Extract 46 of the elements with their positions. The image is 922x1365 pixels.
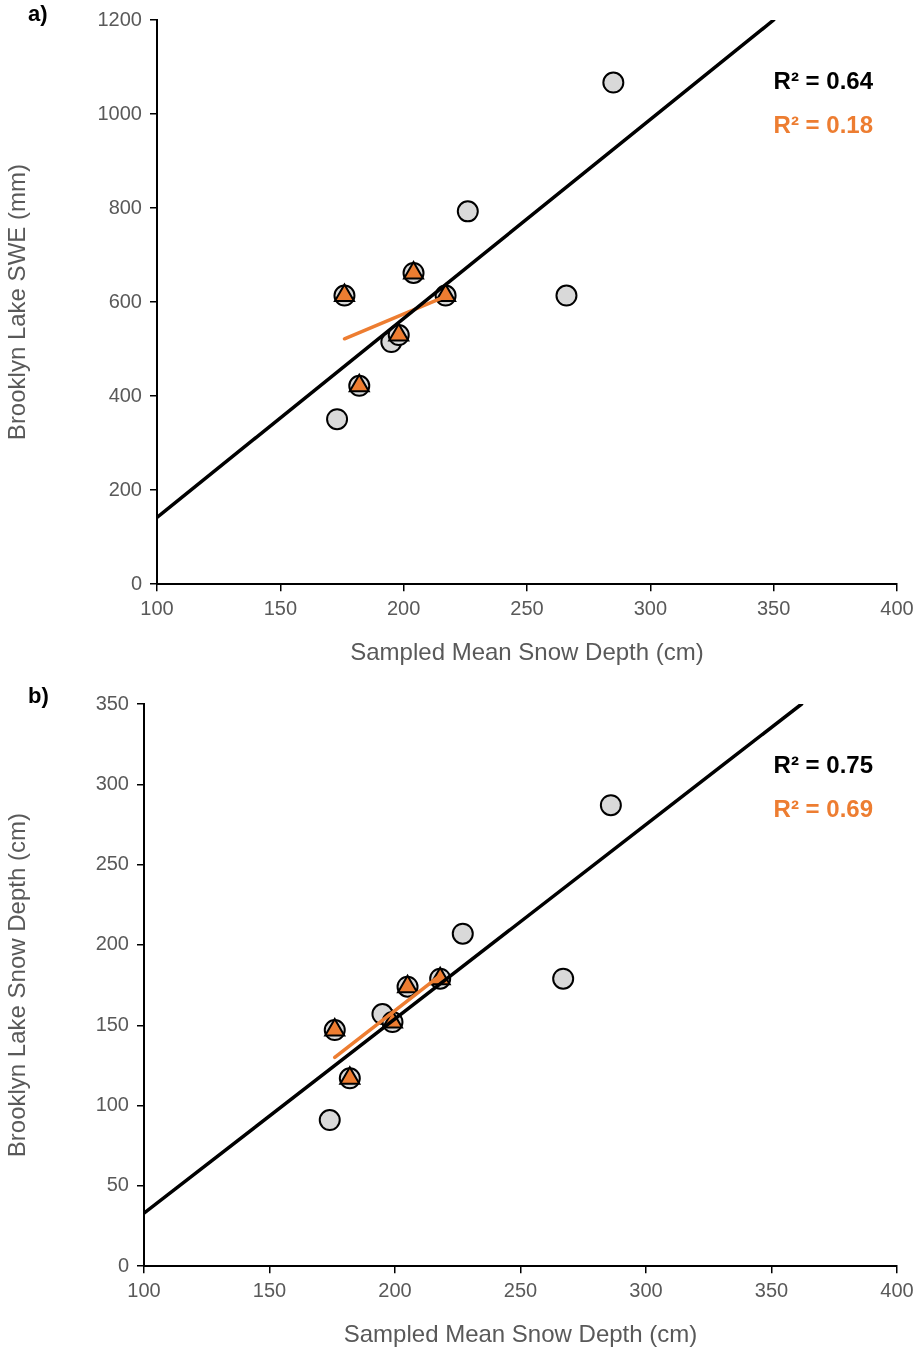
y-axis-title: Brooklyn Lake Snow Depth (cm): [3, 813, 31, 1158]
x-tick-label: 400: [880, 1278, 914, 1301]
y-tick-label: 150: [95, 1012, 129, 1035]
x-tick-label: 300: [633, 596, 668, 619]
y-tick-label: 0: [117, 1253, 129, 1276]
y-tick-label: 200: [108, 477, 142, 500]
y-tick-label: 300: [95, 771, 129, 794]
y-tick-label: 350: [95, 691, 129, 714]
point: [318, 1109, 341, 1132]
y-tick-label: 1000: [97, 101, 142, 124]
point: [451, 922, 474, 945]
x-axis-title: Sampled Mean Snow Depth (cm): [343, 1320, 698, 1348]
y-tick-label: 100: [95, 1093, 129, 1116]
x-tick-label: 200: [386, 596, 421, 619]
point: [552, 967, 575, 990]
y-tick-label: 800: [108, 195, 142, 218]
x-tick-label: 250: [503, 1278, 538, 1301]
x-tick-label: 150: [252, 1278, 287, 1301]
x-tick-label: 350: [754, 1278, 789, 1301]
annotation: R² = 0.18: [773, 110, 873, 138]
chart-title: b): [28, 683, 49, 709]
x-tick-label: 300: [629, 1278, 663, 1301]
x-tick-label: 250: [510, 596, 544, 619]
point: [602, 71, 625, 94]
y-tick-label: 0: [130, 571, 142, 594]
y-tick-label: 50: [106, 1173, 129, 1196]
annotation: R² = 0.69: [773, 794, 873, 822]
x-tick-label: 350: [756, 596, 791, 619]
point: [326, 408, 349, 431]
point: [599, 794, 622, 817]
x-tick-label: 200: [378, 1278, 412, 1301]
y-axis-title: Brooklyn Lake SWE (mm): [3, 164, 31, 441]
y-tick-label: 600: [108, 289, 142, 312]
x-tick-label: 150: [263, 596, 298, 619]
x-axis-title: Sampled Mean Snow Depth (cm): [350, 638, 704, 666]
x-tick-label: 400: [880, 596, 914, 619]
point: [555, 284, 578, 307]
point: [456, 200, 479, 223]
y-tick-label: 400: [108, 383, 142, 406]
chart-title: a): [28, 1, 48, 27]
y-tick-label: 250: [95, 852, 129, 875]
x-tick-label: 100: [140, 596, 174, 619]
annotation: R² = 0.64: [773, 66, 874, 94]
y-tick-label: 1200: [97, 7, 142, 30]
y-tick-label: 200: [95, 932, 129, 955]
annotation: R² = 0.75: [773, 750, 873, 778]
